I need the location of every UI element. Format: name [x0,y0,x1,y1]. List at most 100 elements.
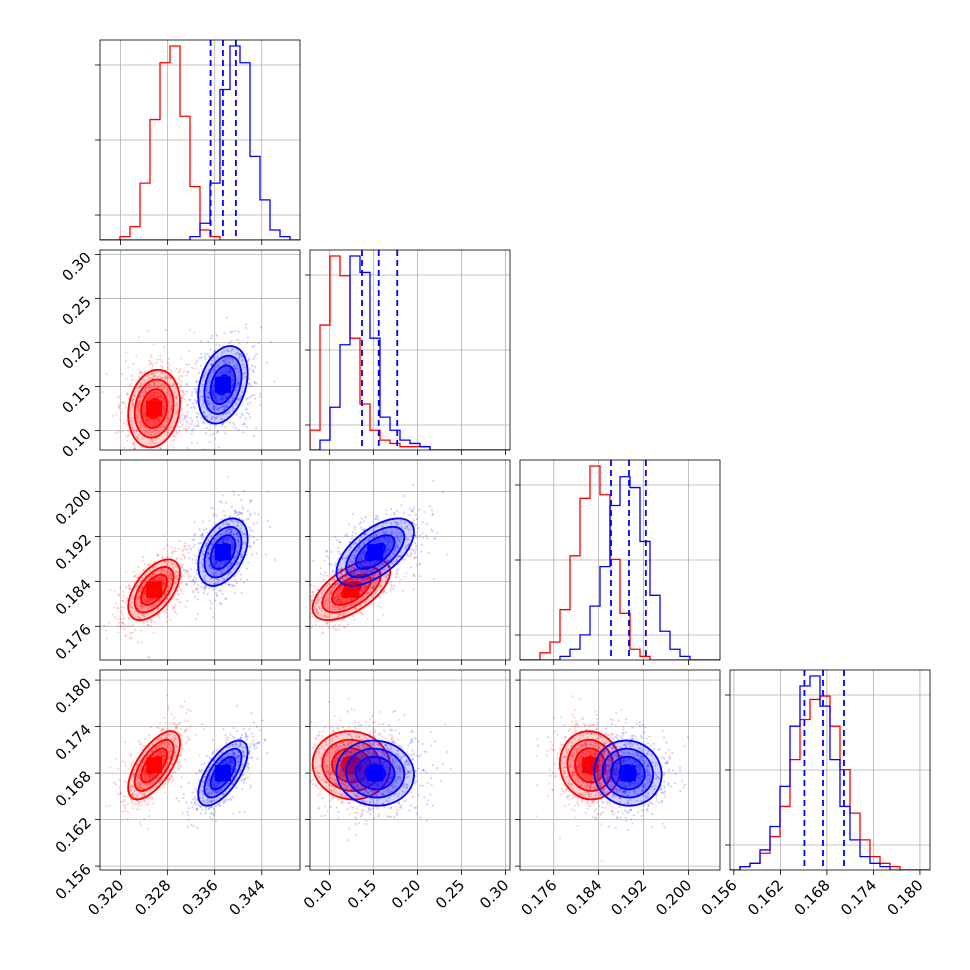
scatter-point [345,599,348,602]
scatter-point [149,725,153,729]
scatter-point [409,553,412,556]
scatter-point [150,372,153,376]
scatter-point [167,706,170,709]
scatter-point [335,598,338,601]
scatter-point [145,429,148,432]
scatter-point [189,417,192,420]
scatter-point [127,583,131,587]
scatter-point [363,577,366,580]
scatter-point [243,423,247,426]
scatter-point [206,552,209,555]
scatter-point [369,536,372,539]
scatter-point [334,600,338,603]
scatter-point [145,783,148,786]
scatter-point [240,512,243,515]
scatter-point [130,419,133,422]
scatter-point [181,424,184,427]
scatter-point [145,419,148,422]
scatter-point [141,604,144,608]
scatter-point [354,532,357,535]
scatter-point [216,415,219,418]
scatter-point [161,727,164,731]
scatter-point [343,605,346,609]
scatter-point [175,395,178,398]
scatter-point [101,391,104,394]
scatter-point [373,561,376,565]
scatter-point [212,550,215,554]
scatter-point [170,405,173,408]
scatter-point [201,533,204,536]
scatter-point [169,578,173,581]
scatter-point [131,402,134,405]
scatter-point [380,580,383,584]
scatter-point [144,370,147,373]
scatter-point [237,539,240,542]
scatter-point [372,529,375,532]
scatter-point [192,427,195,430]
scatter-point [204,584,207,588]
scatter-point [149,392,152,396]
scatter-point [137,598,141,601]
scatter-point [182,390,185,393]
scatter-point [197,422,200,426]
scatter-point [141,559,144,562]
scatter-point [358,561,362,564]
scatter-point [397,555,400,558]
scatter-point [138,782,141,785]
scatter-point [346,589,349,592]
scatter-point [232,490,235,493]
scatter-point [186,740,189,743]
scatter-point [196,587,199,590]
scatter-point [130,422,133,426]
scatter-point [365,585,368,588]
scatter-point [230,529,233,532]
scatter-point [235,388,238,391]
scatter-point [109,766,112,769]
scatter-point [189,709,192,713]
scatter-point [358,546,361,550]
scatter-point [327,626,330,629]
scatter-point [359,521,363,524]
scatter-point [407,538,410,541]
scatter-point [212,551,215,554]
scatter-point [197,583,200,586]
scatter-point [206,552,210,555]
scatter-point [141,412,144,415]
scatter-point [202,587,205,590]
scatter-point [426,522,429,525]
scatter-point [241,391,244,394]
scatter-point [201,552,204,555]
scatter-point [200,562,203,565]
scatter-point [138,375,141,378]
scatter-point [221,592,224,596]
scatter-point [161,578,165,581]
scatter-point [181,549,184,553]
scatter-point [133,447,136,450]
scatter-point [193,582,196,586]
scatter-point [397,547,400,550]
scatter-point [120,373,124,376]
scatter-point [201,399,204,402]
scatter-point [224,368,227,371]
scatter-point [138,740,141,743]
scatter-point [216,594,219,597]
scatter-point [221,423,224,426]
scatter-point [382,530,385,533]
scatter-point [233,574,236,577]
scatter-point [235,563,238,567]
scatter-point [140,370,143,374]
scatter-point [229,528,233,531]
scatter-point [386,535,389,539]
scatter-point [141,609,144,612]
scatter-point [241,359,244,363]
scatter-point [403,494,406,498]
scatter-point [187,426,190,429]
scatter-point [222,571,225,574]
scatter-point [223,578,226,582]
scatter-point [136,406,139,409]
scatter-point [161,397,165,400]
scatter-point [355,578,358,581]
scatter-point [128,384,131,388]
scatter-point [240,591,243,595]
scatter-point [231,396,234,399]
